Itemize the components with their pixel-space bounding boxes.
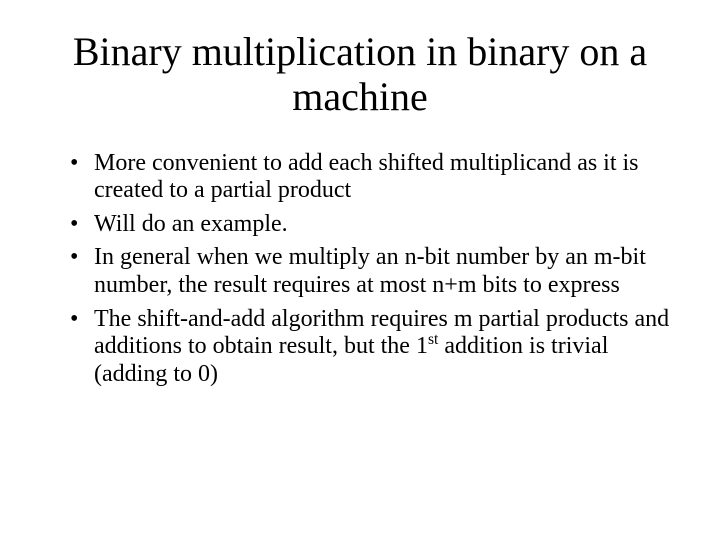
superscript: st: [428, 331, 438, 348]
bullet-list: More convenient to add each shifted mult…: [40, 150, 680, 389]
slide: Binary multiplication in binary on a mac…: [0, 0, 720, 540]
list-item: More convenient to add each shifted mult…: [70, 150, 670, 205]
list-item: In general when we multiply an n-bit num…: [70, 244, 670, 299]
list-item: Will do an example.: [70, 211, 670, 239]
slide-title: Binary multiplication in binary on a mac…: [40, 30, 680, 120]
list-item: The shift-and-add algorithm requires m p…: [70, 306, 670, 389]
